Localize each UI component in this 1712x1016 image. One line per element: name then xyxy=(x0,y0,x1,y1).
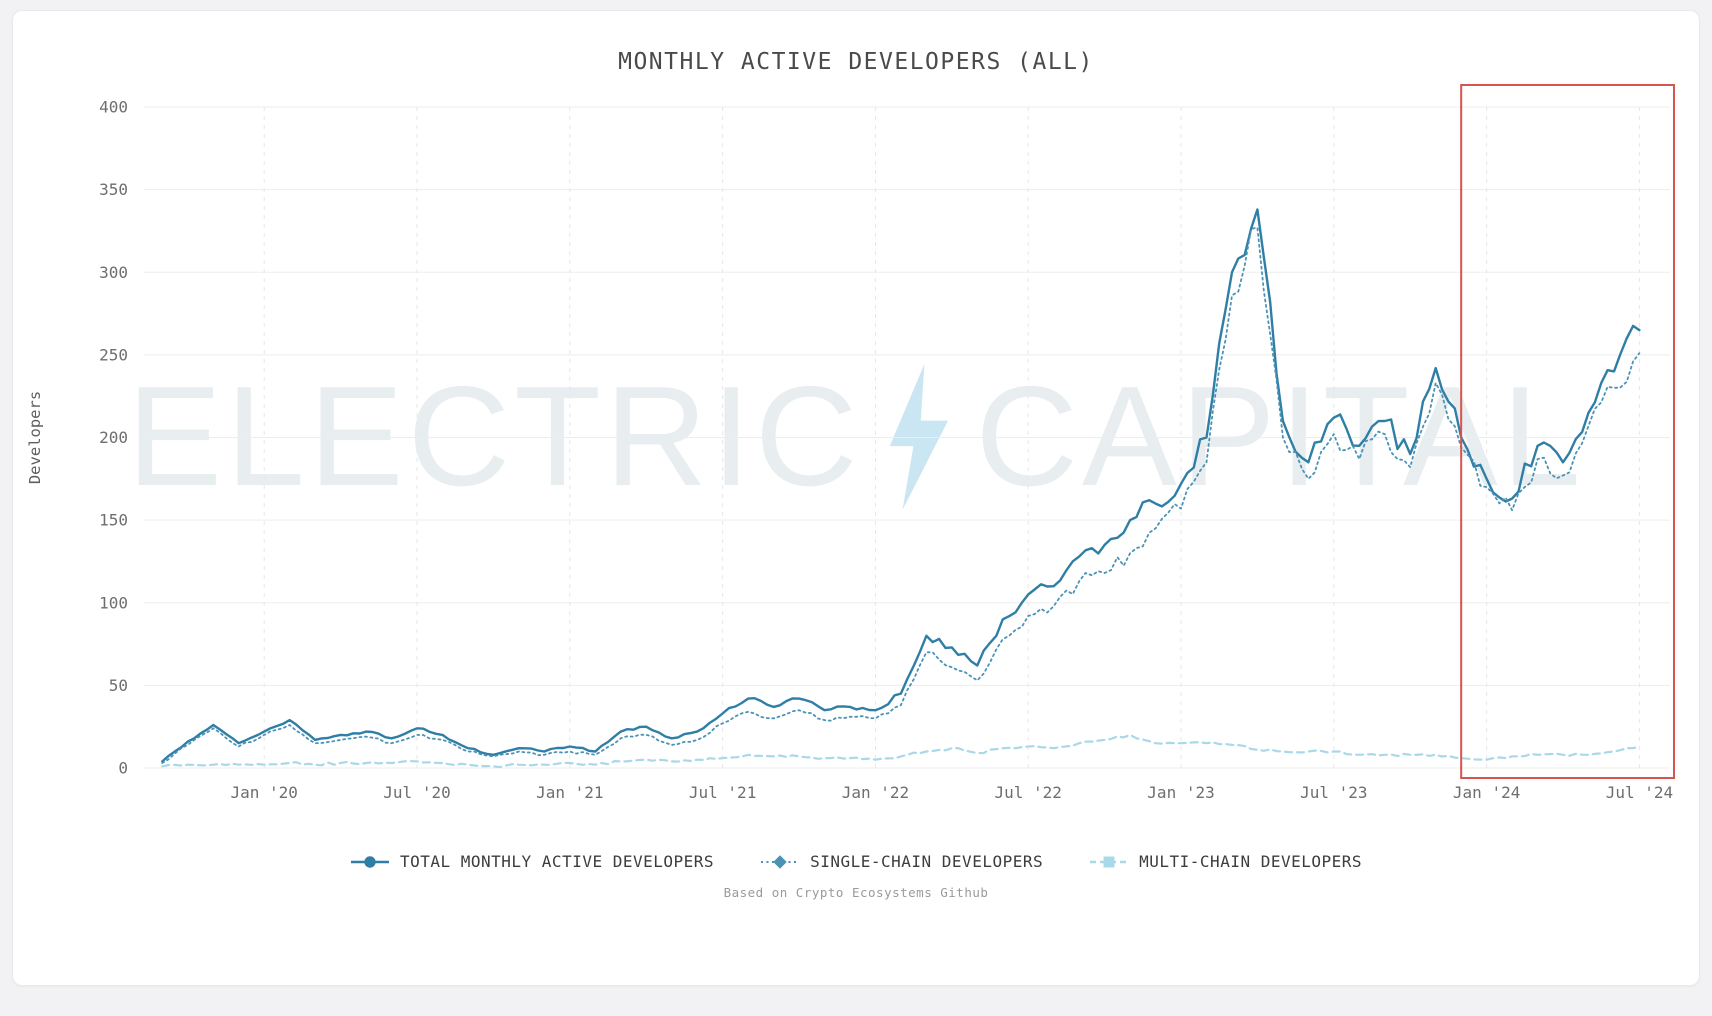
monthly-active-developers-line-chart: 0 50 100 150 200 250 300 350 400 Jan '20 Jul '20 Ja… xyxy=(26,84,1675,802)
single-chain-series-line xyxy=(161,226,1641,764)
x-tick-label: Jan '23 xyxy=(1147,783,1214,802)
single-chain-series-marker-icon xyxy=(761,854,800,869)
legend-item-single-chain: SINGLE-CHAIN DEVELOPERS xyxy=(760,852,1043,871)
y-tick-label: 50 xyxy=(109,676,128,695)
x-tick-label: Jul '22 xyxy=(995,783,1062,802)
legend-label-multi-chain: MULTI-CHAIN DEVELOPERS xyxy=(1139,852,1363,871)
total-series-marker-icon xyxy=(350,855,389,868)
y-axis-title: Developers xyxy=(26,391,44,484)
chart-caption: Based on Crypto Ecosystems Github xyxy=(723,885,989,900)
legend-label-single-chain: SINGLE-CHAIN DEVELOPERS xyxy=(810,852,1044,871)
x-tick-label: Jan '22 xyxy=(842,783,909,802)
y-tick-label: 150 xyxy=(99,511,128,530)
y-tick-label: 100 xyxy=(99,593,128,612)
chart-card: MONTHLY ACTIVE DEVELOPERS (ALL) ELECTRIC… xyxy=(12,10,1700,986)
chart-title: MONTHLY ACTIVE DEVELOPERS (ALL) xyxy=(618,49,1094,75)
y-tick-label: 250 xyxy=(99,345,128,364)
chart-legend: TOTAL MONTHLY ACTIVE DEVELOPERS SINGLE-C… xyxy=(13,852,1699,871)
x-tick-label: Jul '20 xyxy=(383,783,450,802)
multi-chain-series-marker-icon xyxy=(1090,856,1129,867)
y-tick-label: 400 xyxy=(99,98,128,117)
x-tick-label: Jul '21 xyxy=(689,783,756,802)
legend-item-multi-chain: MULTI-CHAIN DEVELOPERS xyxy=(1089,852,1362,871)
y-tick-label: 0 xyxy=(118,759,128,778)
multi-chain-series-line xyxy=(161,733,1641,769)
y-tick-label: 300 xyxy=(99,263,128,282)
highlight-rectangle xyxy=(1460,84,1675,779)
x-tick-label: Jul '23 xyxy=(1300,783,1367,802)
legend-item-total: TOTAL MONTHLY ACTIVE DEVELOPERS xyxy=(350,852,714,871)
y-tick-label: 350 xyxy=(99,180,128,199)
x-tick-label: Jul '24 xyxy=(1606,783,1673,802)
x-tick-label: Jan '24 xyxy=(1453,783,1520,802)
x-tick-label: Jan '21 xyxy=(536,783,603,802)
y-tick-label: 200 xyxy=(99,428,128,447)
chart-area: ELECTRIC CAPITAL 0 50 100 150 200 250 300 350 40… xyxy=(16,81,1696,826)
x-tick-label: Jan '20 xyxy=(230,783,297,802)
legend-label-total: TOTAL MONTHLY ACTIVE DEVELOPERS xyxy=(399,852,715,871)
total-series-line xyxy=(161,208,1641,763)
